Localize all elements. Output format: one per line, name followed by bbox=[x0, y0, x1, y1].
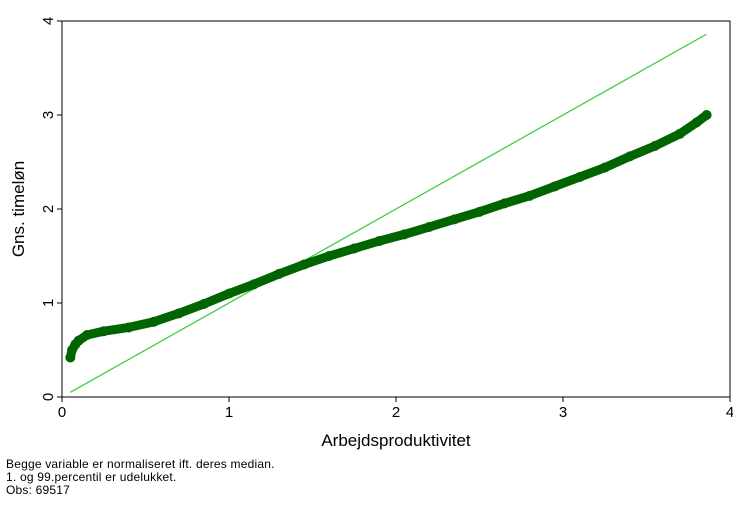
data-point bbox=[82, 329, 93, 340]
y-tick-label: 3 bbox=[40, 111, 57, 119]
data-point bbox=[624, 151, 635, 162]
note-line-2: 1. og 99.percentil er udelukket. bbox=[6, 470, 177, 484]
x-tick-label: 3 bbox=[559, 404, 567, 421]
data-point bbox=[549, 181, 560, 192]
reference-line bbox=[70, 33, 707, 393]
data-point bbox=[349, 243, 360, 254]
data-point bbox=[173, 308, 184, 319]
data-point bbox=[299, 259, 310, 270]
y-tick-label: 4 bbox=[40, 17, 57, 25]
data-point bbox=[198, 298, 209, 309]
data-point bbox=[148, 316, 159, 327]
y-tick-label: 1 bbox=[40, 299, 57, 307]
y-tick-label: 2 bbox=[40, 205, 57, 213]
data-point bbox=[98, 326, 109, 337]
scatter-band bbox=[65, 110, 712, 362]
data-point bbox=[691, 117, 702, 128]
data-point bbox=[499, 198, 510, 209]
data-point bbox=[399, 229, 410, 240]
y-tick-label: 0 bbox=[40, 393, 57, 401]
x-axis-title: Arbejdsproduktivitet bbox=[321, 431, 471, 450]
data-point bbox=[224, 288, 234, 299]
data-points bbox=[65, 110, 712, 363]
data-point bbox=[424, 221, 435, 232]
x-tick-label: 0 bbox=[58, 404, 66, 421]
x-tick-label: 2 bbox=[392, 404, 400, 421]
data-point bbox=[474, 206, 485, 217]
chart: 0 1 2 3 4 0 1 2 3 4 Arbejdsproduktivitet Gns. tim… bbox=[9, 17, 733, 450]
data-point bbox=[599, 162, 610, 173]
data-point bbox=[65, 352, 76, 363]
note-line-1: Begge variable er normaliseret ift. dere… bbox=[6, 457, 275, 471]
data-point bbox=[249, 279, 260, 290]
x-tick-label: 4 bbox=[726, 404, 733, 421]
reference-line-45deg bbox=[70, 33, 707, 393]
data-point bbox=[374, 235, 385, 246]
chart-notes: Begge variable er normaliseret ift. dere… bbox=[6, 458, 275, 497]
data-point bbox=[649, 141, 660, 152]
data-point bbox=[524, 190, 535, 201]
y-axis-title: Gns. timeløn bbox=[9, 161, 28, 257]
data-point bbox=[73, 335, 84, 346]
ticks: 0 1 2 3 4 0 1 2 3 4 bbox=[40, 17, 733, 421]
data-point bbox=[674, 128, 685, 139]
data-point bbox=[274, 268, 285, 279]
data-point bbox=[449, 214, 460, 225]
x-tick-label: 1 bbox=[225, 404, 233, 421]
note-line-3: Obs: 69517 bbox=[6, 483, 71, 497]
data-point bbox=[324, 251, 335, 261]
data-point bbox=[123, 322, 134, 333]
data-point bbox=[701, 110, 712, 120]
data-point bbox=[574, 172, 585, 183]
